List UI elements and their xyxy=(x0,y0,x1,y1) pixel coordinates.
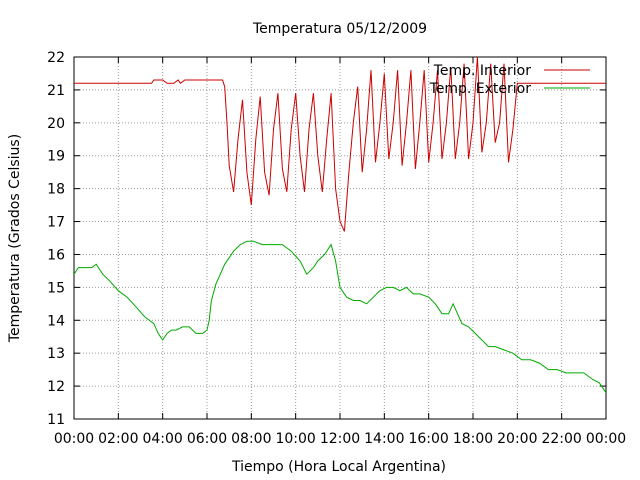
y-tick-label: 17 xyxy=(47,215,65,231)
plot-frame xyxy=(73,56,607,420)
y-tick-label: 12 xyxy=(47,379,65,395)
legend-label-exterior: Temp. Exterior xyxy=(429,81,532,97)
grid xyxy=(74,57,606,419)
series-lines xyxy=(73,56,607,393)
y-tick-label: 18 xyxy=(47,182,65,198)
x-tick-label: 06:00 xyxy=(187,431,227,447)
x-tick-label: 02:00 xyxy=(98,431,138,447)
series-line-exterior xyxy=(73,240,607,393)
x-tick-label: 08:00 xyxy=(231,431,271,447)
y-tick-label: 16 xyxy=(47,247,65,263)
x-axis-label: Tiempo (Hora Local Argentina) xyxy=(231,459,446,475)
x-tick-label: 00:00 xyxy=(586,431,626,447)
x-tick-label: 16:00 xyxy=(408,431,448,447)
x-tick-label: 12:00 xyxy=(320,431,360,447)
y-tick-label: 15 xyxy=(47,280,65,296)
x-tick-label: 22:00 xyxy=(541,431,581,447)
legend: Temp. Interior Temp. Exterior xyxy=(429,63,590,97)
y-axis-label: Temperatura (Grados Celsius) xyxy=(7,134,23,343)
y-tick-label: 11 xyxy=(47,412,65,428)
x-tick-label: 10:00 xyxy=(275,431,315,447)
y-tick-label: 20 xyxy=(47,116,65,132)
x-tick-label: 04:00 xyxy=(142,431,182,447)
y-tick-label: 19 xyxy=(47,149,65,165)
y-tick-label: 21 xyxy=(47,83,65,99)
legend-label-interior: Temp. Interior xyxy=(433,63,532,79)
y-tick-label: 22 xyxy=(47,50,65,66)
x-tick-label: 00:00 xyxy=(54,431,94,447)
y-tick-label: 13 xyxy=(47,346,65,362)
chart-title: Temperatura 05/12/2009 xyxy=(252,21,427,37)
x-tick-label: 18:00 xyxy=(453,431,493,447)
x-tick-label: 20:00 xyxy=(497,431,537,447)
x-tick-label: 14:00 xyxy=(364,431,404,447)
series-line-interior xyxy=(74,56,606,232)
y-tick-label: 14 xyxy=(47,313,65,329)
